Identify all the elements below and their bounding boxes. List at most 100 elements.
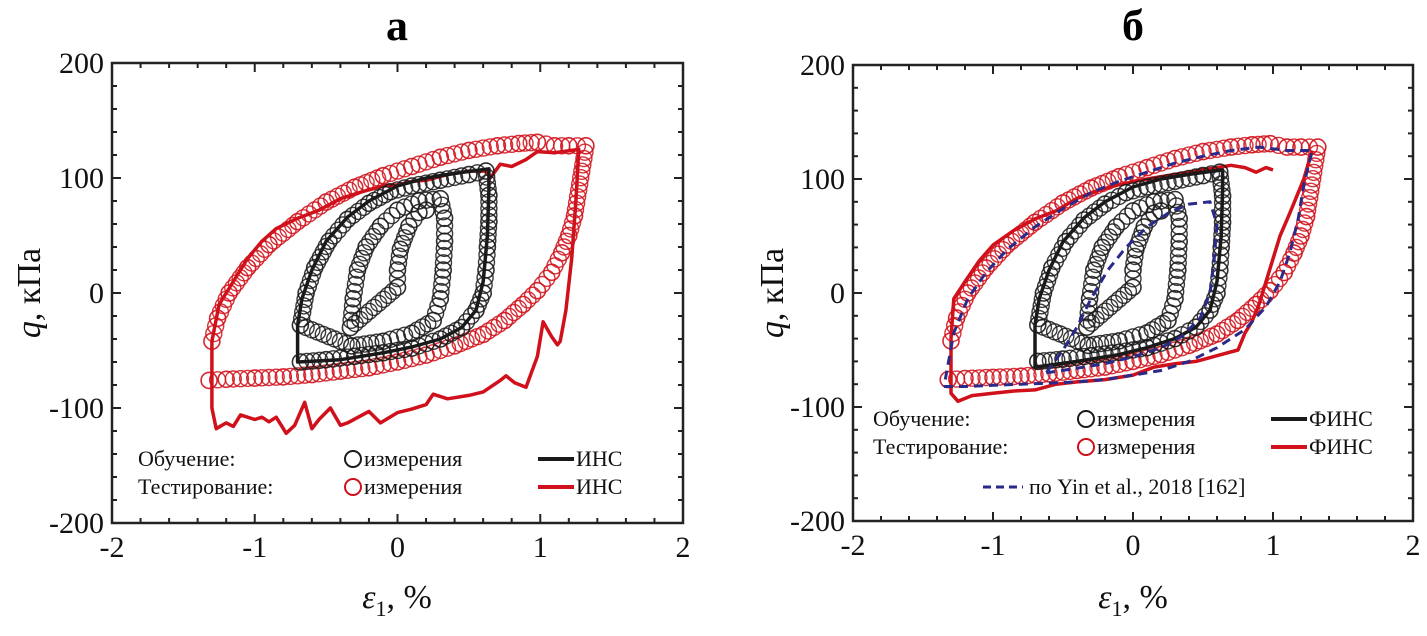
- data-point: [1309, 138, 1327, 156]
- data-point: [274, 368, 293, 386]
- data-point: [1169, 254, 1187, 272]
- data-point: [1295, 214, 1314, 232]
- data-point: [361, 233, 379, 251]
- data-point: [574, 156, 592, 174]
- data-point: [1061, 227, 1080, 246]
- data-point: [348, 261, 367, 279]
- data-point: [1085, 261, 1103, 280]
- data-point: [1169, 261, 1187, 280]
- panel-b-legend: Обучение: измерения ФИНС Тестирование: измер…: [873, 406, 1373, 499]
- data-point: [346, 314, 364, 333]
- data-point: [1163, 297, 1182, 315]
- data-point: [435, 239, 453, 258]
- data-point: [1249, 135, 1267, 154]
- data-point: [1110, 332, 1128, 350]
- data-point: [962, 279, 981, 297]
- data-point: [383, 206, 401, 225]
- data-point: [1180, 146, 1198, 164]
- data-point: [452, 318, 471, 337]
- data-point: [1061, 349, 1079, 367]
- data-point: [538, 269, 556, 288]
- y-tick-label: -100: [49, 392, 104, 425]
- data-point: [1124, 328, 1142, 346]
- x-axis-unit: , %: [1123, 579, 1168, 616]
- data-point: [533, 275, 551, 294]
- data-point: [410, 203, 428, 222]
- data-point: [1080, 297, 1098, 315]
- data-point: [1124, 202, 1142, 220]
- data-point: [1085, 335, 1104, 354]
- data-point: [329, 221, 347, 240]
- panel-a-legend: Обучение: измерения ИНС Тестирование: измере…: [138, 446, 622, 499]
- data-point: [467, 140, 485, 159]
- data-point: [1255, 135, 1273, 153]
- data-point: [429, 297, 447, 315]
- data-point: [1168, 268, 1186, 286]
- data-point: [1222, 138, 1240, 156]
- panel-b-x-axis-label: ε1, %: [1098, 579, 1168, 621]
- data-point: [435, 246, 453, 265]
- data-point: [303, 365, 321, 384]
- data-point: [1187, 318, 1205, 337]
- panel-a-title: а: [386, 1, 408, 50]
- data-point: [1125, 254, 1143, 273]
- x-tick-label: 1: [533, 531, 548, 564]
- data-point: [296, 366, 314, 384]
- data-point: [370, 294, 388, 313]
- data-point: [1180, 169, 1198, 188]
- x-axis-unit: , %: [387, 579, 432, 616]
- data-point: [231, 370, 250, 388]
- legend-reference-label: по Yin et al., 2018 [162]: [1029, 474, 1245, 499]
- data-point: [1005, 367, 1023, 386]
- data-point: [1110, 290, 1128, 308]
- data-point: [1082, 314, 1101, 332]
- data-point: [349, 336, 367, 354]
- data-point: [1261, 134, 1279, 153]
- data-point: [424, 172, 442, 191]
- data-point: [379, 286, 397, 304]
- y-tick-label: 100: [800, 163, 845, 196]
- panel-b-axes: -2 -1 0 1 2 -200 -100 0 100 200: [790, 49, 1421, 562]
- data-point: [977, 368, 995, 387]
- data-point: [1173, 171, 1191, 189]
- data-point: [1029, 352, 1047, 371]
- data-point: [1173, 148, 1191, 166]
- data-point: [1124, 261, 1142, 280]
- x-axis-variable: ε: [362, 579, 376, 616]
- data-point: [1208, 325, 1226, 343]
- x-tick-label: 0: [1126, 529, 1141, 562]
- data-point: [1082, 275, 1101, 294]
- data-point: [334, 216, 352, 234]
- legend-line-label: ФИНС: [1309, 434, 1373, 459]
- x-tick-label: -1: [242, 531, 267, 564]
- data-point: [1169, 203, 1187, 222]
- data-point: [1019, 366, 1037, 385]
- legend-marker-icon: [1077, 410, 1095, 428]
- x-axis-subscript: 1: [376, 596, 387, 621]
- data-point: [1187, 168, 1205, 186]
- x-tick-label: -2: [841, 529, 866, 562]
- y-tick-label: 0: [830, 277, 845, 310]
- data-point: [570, 181, 588, 200]
- y-axis-unit: , кПа: [754, 248, 791, 321]
- data-point: [1278, 138, 1296, 156]
- data-point: [253, 369, 271, 387]
- data-point: [355, 335, 374, 353]
- series-line: [1033, 168, 1225, 369]
- data-point: [417, 174, 435, 192]
- data-point: [1170, 232, 1188, 251]
- data-point: [460, 165, 478, 184]
- series-line: [949, 150, 1314, 404]
- data-point: [200, 371, 218, 390]
- data-point: [559, 137, 578, 155]
- data-point: [528, 281, 547, 300]
- data-point: [453, 167, 471, 185]
- data-point: [1138, 324, 1156, 342]
- data-point: [1243, 136, 1261, 154]
- data-point: [522, 133, 540, 152]
- data-point: [417, 201, 435, 219]
- data-point: [433, 196, 451, 214]
- data-point: [460, 141, 478, 160]
- panel-a-y-axis-label: q, кПа: [11, 248, 48, 338]
